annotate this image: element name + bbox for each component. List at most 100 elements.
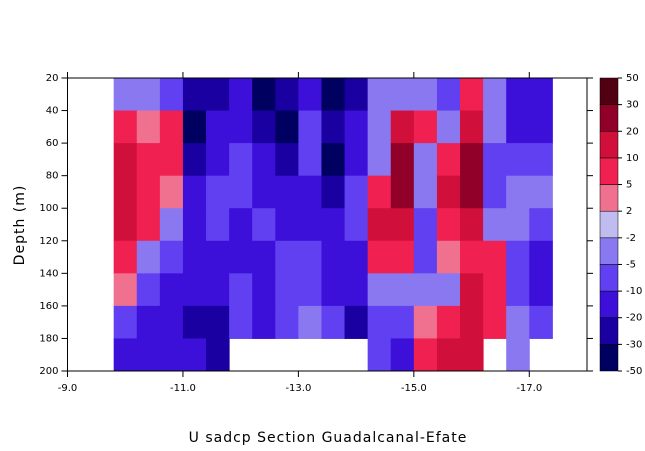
contour-cell: [344, 110, 369, 144]
contour-cell: [298, 273, 322, 307]
contour-cell: [344, 240, 369, 274]
contour-cell: [436, 273, 461, 307]
contour-cell: [436, 175, 461, 209]
colorbar-swatch: [599, 157, 619, 185]
contour-cell: [275, 175, 299, 209]
contour-cell: [529, 208, 553, 242]
contour-cell: [529, 273, 553, 307]
colorbar-label: 2: [626, 206, 632, 217]
contour-cell: [182, 78, 207, 112]
contour-cell: [367, 110, 392, 144]
y-tick-label: 20: [46, 73, 59, 84]
y-tick-label: 200: [39, 366, 58, 377]
contour-cell: [229, 175, 253, 209]
contour-cell: [390, 110, 415, 144]
contour-cell: [229, 305, 253, 339]
contour-cell: [460, 208, 484, 242]
contour-cell: [367, 338, 392, 372]
contour-cell: [159, 110, 184, 144]
contour-cell: [275, 208, 299, 242]
contour-cell: [252, 273, 276, 307]
x-tick-label: -15.0: [401, 383, 427, 394]
contour-cell: [436, 305, 461, 339]
contour-cell: [113, 338, 138, 372]
contour-cell: [390, 240, 415, 274]
contour-cell: [159, 143, 184, 177]
contour-cell: [367, 273, 392, 307]
contour-cell: [413, 110, 438, 144]
contour-cell: [413, 208, 438, 242]
contour-cell: [159, 208, 184, 242]
contour-cell: [113, 273, 138, 307]
y-tick-label: 100: [39, 203, 58, 214]
contour-cell: [483, 240, 507, 274]
contour-cell: [367, 305, 392, 339]
contour-cell: [344, 208, 369, 242]
contour-cell: [206, 208, 230, 242]
contour-cell: [506, 110, 530, 144]
contour-cell: [483, 273, 507, 307]
contour-cell: [321, 240, 346, 274]
x-tick-label: -13.0: [285, 383, 311, 394]
colorbar-label: 20: [626, 126, 639, 137]
contour-cell: [321, 143, 346, 177]
y-axis-label: Depth (m): [12, 185, 28, 266]
contour-cell: [136, 78, 161, 112]
colorbar-swatch: [599, 264, 619, 292]
contour-cell: [321, 175, 346, 209]
contour-cell: [483, 143, 507, 177]
contour-cell: [229, 110, 253, 144]
colorbar-label: -5: [626, 259, 636, 270]
contour-cell: [413, 78, 438, 112]
contour-cell: [113, 78, 138, 112]
contour-cell: [483, 78, 507, 112]
contour-cell: [321, 110, 346, 144]
contour-cell: [113, 110, 138, 144]
colorbar-label: -50: [626, 366, 642, 377]
contour-cell: [460, 175, 484, 209]
contour-cell: [113, 143, 138, 177]
contour-cell: [275, 240, 299, 274]
contour-cell: [206, 305, 230, 339]
contour-cell: [136, 273, 161, 307]
colorbar-swatch: [599, 237, 619, 265]
contour-cell: [390, 175, 415, 209]
colorbar-swatch: [599, 77, 619, 105]
colorbar-label: 10: [626, 153, 639, 164]
contour-cell: [436, 240, 461, 274]
contour-cell: [159, 240, 184, 274]
x-tick-label: -17.0: [516, 383, 542, 394]
contour-cell: [436, 110, 461, 144]
contour-cell: [206, 175, 230, 209]
contour-cell: [229, 143, 253, 177]
contour-cell: [413, 240, 438, 274]
contour-cell: [344, 175, 369, 209]
x-tick-label: -9.0: [58, 383, 78, 394]
contour-cell: [367, 175, 392, 209]
colorbar-label: -2: [626, 233, 636, 244]
contour-cell: [344, 305, 369, 339]
contour-cell: [529, 305, 553, 339]
colorbar-label: -20: [626, 313, 642, 324]
contour-cell: [159, 338, 184, 372]
contour-cell: [113, 240, 138, 274]
contour-cell: [298, 208, 322, 242]
contour-cell: [506, 143, 530, 177]
contour-cell: [413, 338, 438, 372]
contour-cell: [321, 78, 346, 112]
contour-cell: [483, 208, 507, 242]
contour-cell: [390, 208, 415, 242]
contour-cell: [298, 78, 322, 112]
contour-cell: [390, 273, 415, 307]
contour-cell: [229, 208, 253, 242]
contour-cell: [113, 208, 138, 242]
y-tick-label: 40: [46, 106, 59, 117]
contour-cell: [182, 305, 207, 339]
y-tick-label: 140: [39, 268, 58, 279]
contour-cell: [529, 175, 553, 209]
contour-cell: [136, 305, 161, 339]
colorbar-swatch: [599, 210, 619, 239]
contour-cell: [206, 273, 230, 307]
plot-frame: [67, 77, 588, 372]
